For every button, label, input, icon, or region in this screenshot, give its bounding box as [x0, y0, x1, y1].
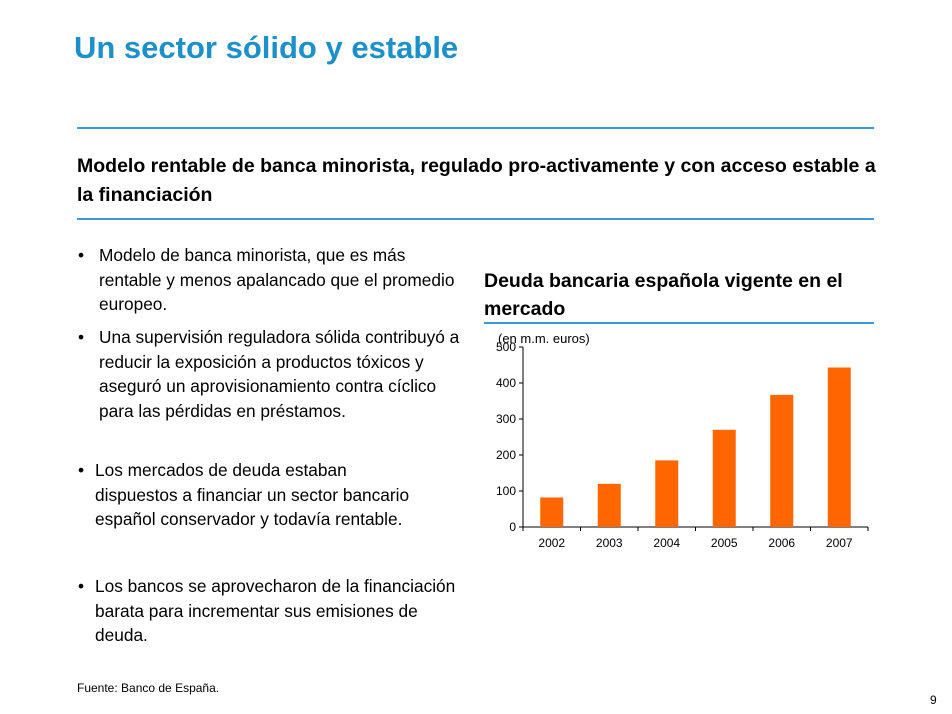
- y-tick-label: 200: [496, 448, 516, 462]
- bullet-item: • Modelo de banca minorista, que es más …: [78, 243, 458, 317]
- x-tick-label: 2007: [826, 536, 853, 550]
- source-note: Fuente: Banco de España.: [77, 681, 220, 695]
- bullet-text: Los bancos se aprovecharon de la financi…: [95, 576, 456, 645]
- bullet-text: Una supervisión reguladora sólida contri…: [99, 327, 460, 421]
- bar-chart: 0 100 200 300 400 500 2002 2003 2004 2005 2006 2007: [496, 340, 869, 550]
- chart-title-text: Deuda bancaria española vigente en el me…: [484, 270, 843, 320]
- bullet-text: Modelo de banca minorista, que es más re…: [99, 245, 455, 314]
- bullet-text: Los mercados de deuda estaban dispuestos…: [95, 460, 410, 529]
- bar: [597, 483, 621, 527]
- page-number: 9: [930, 693, 937, 707]
- y-tick-label: 100: [496, 484, 516, 498]
- bullet-marker: •: [78, 460, 85, 480]
- bar: [655, 460, 679, 527]
- bar: [827, 367, 851, 527]
- bullet-item: • Los bancos se aprovecharon de la finan…: [78, 574, 458, 648]
- bullet-marker: •: [78, 245, 85, 265]
- y-tick-label: 500: [496, 340, 516, 354]
- chart-title-line: Deuda bancaria española vigente en el me…: [484, 267, 864, 353]
- subtitle-divider: [77, 218, 874, 220]
- bullet-marker: •: [78, 327, 85, 347]
- bar: [770, 394, 794, 527]
- bar: [540, 497, 564, 527]
- x-tick-label: 2002: [538, 536, 565, 550]
- chart-divider: [484, 322, 874, 324]
- y-tick-label: 300: [496, 412, 516, 426]
- x-tick-label: 2003: [596, 536, 623, 550]
- bar: [712, 429, 736, 527]
- bullet-item: • Una supervisión reguladora sólida cont…: [78, 325, 460, 423]
- top-divider: [77, 127, 874, 129]
- y-tick-label: 400: [496, 376, 516, 390]
- x-tick-label: 2004: [653, 536, 680, 550]
- page-subtitle: Modelo rentable de banca minorista, regu…: [77, 155, 876, 206]
- x-tick-label: 2005: [711, 536, 738, 550]
- bullet-item: • Los mercados de deuda estaban dispuest…: [78, 458, 423, 532]
- y-tick-label: 0: [509, 520, 516, 534]
- bullet-marker: •: [78, 576, 85, 596]
- x-tick-label: 2006: [768, 536, 795, 550]
- chart-title: Deuda bancaria española vigente en el me…: [484, 267, 864, 353]
- chart-unit-label: (en m.m. euros): [498, 331, 590, 346]
- page-title: Un sector sólido y estable: [74, 30, 459, 65]
